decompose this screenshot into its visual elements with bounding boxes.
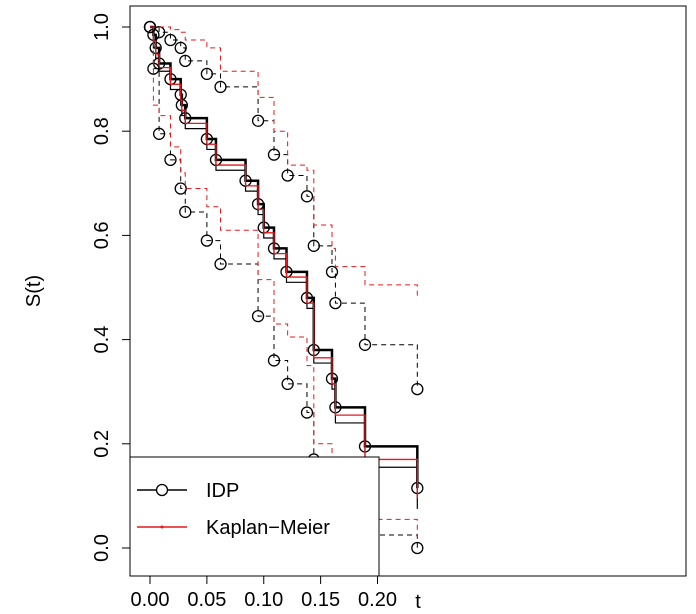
x-tick-label: 0.00 [131, 589, 170, 611]
series-point [214, 80, 227, 94]
series-point [251, 114, 265, 127]
series-point [267, 148, 281, 161]
series-point [164, 153, 177, 167]
y-tick-label: 0.8 [91, 117, 113, 145]
series-point [325, 265, 339, 279]
y-tick-label: 0.6 [91, 221, 113, 249]
series-point [411, 541, 424, 555]
x-axis-label: t [415, 591, 421, 613]
series-point [174, 182, 187, 195]
series-point [281, 377, 294, 391]
y-tick-label: 0.2 [91, 430, 113, 458]
legend-marker [160, 525, 164, 529]
x-tick-label: 0.20 [358, 589, 397, 611]
x-tick-label: 0.05 [187, 589, 226, 611]
legend-box [129, 456, 380, 577]
legend: IDP Kaplan−Meier [129, 456, 380, 577]
legend-marker [155, 483, 169, 497]
series-point [200, 234, 214, 247]
series-point [251, 310, 265, 323]
series-point [143, 20, 157, 34]
x-tick-label: 0.15 [301, 589, 340, 611]
legend-label: IDP [206, 480, 239, 502]
series-point [164, 33, 177, 47]
series-line [150, 26, 418, 390]
series-point [214, 257, 227, 271]
y-tick-label: 1.0 [91, 13, 113, 41]
x-axis: 0.00 0.05 0.10 0.15 0.20 [131, 575, 397, 611]
y-tick-label: 0.0 [91, 534, 113, 562]
series-point [300, 406, 314, 419]
series-line [150, 26, 418, 298]
series-line [150, 26, 418, 509]
y-axis: 0.0 0.2 0.4 0.6 0.8 1.0 [91, 13, 131, 562]
series-point [174, 41, 187, 54]
series-point [152, 127, 166, 140]
series-point [358, 338, 372, 351]
series-point [411, 382, 424, 396]
y-tick-label: 0.4 [91, 326, 113, 354]
series-point [267, 354, 281, 367]
series-point [200, 67, 214, 81]
series-point [179, 54, 192, 68]
series-point [179, 205, 192, 219]
series-line [150, 26, 418, 499]
y-axis-label: S(t) [23, 275, 45, 307]
series-line [150, 25, 419, 489]
series-point [307, 239, 320, 252]
series-point [281, 169, 294, 182]
x-tick-label: 0.10 [244, 589, 283, 611]
series-point [329, 296, 342, 310]
legend-label: Kaplan−Meier [206, 517, 330, 539]
series-point [300, 190, 314, 203]
